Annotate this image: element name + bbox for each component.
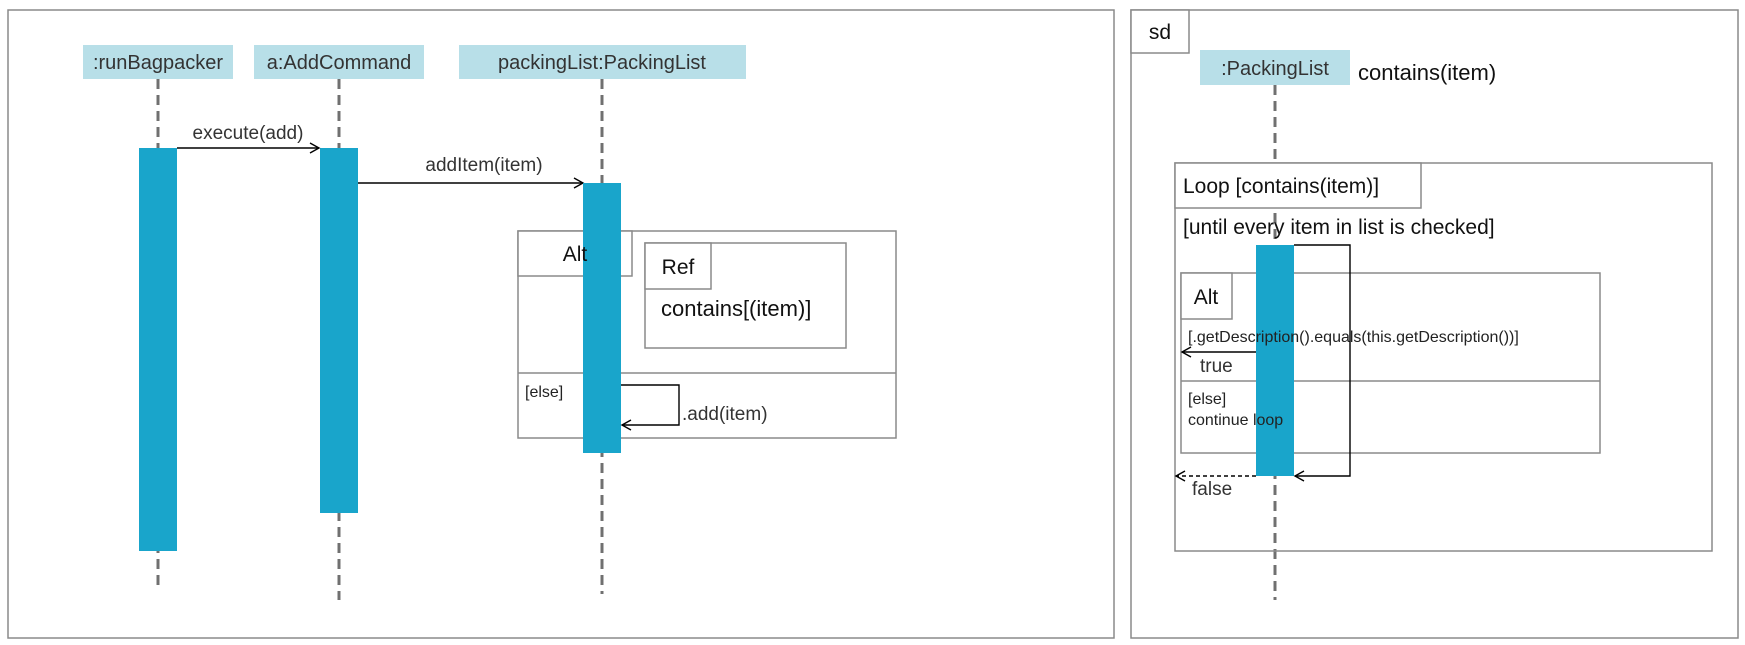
ref-frame-text: contains[(item)] [661,296,811,321]
return-true-label: true [1200,356,1233,377]
right-diagram-frame [1130,9,1739,639]
alt-else-guard: [else] [525,384,563,401]
alt-right-else-guard: [else] [1188,391,1226,408]
right-diagram-title: contains(item) [1358,60,1496,85]
alt-frame-label: Alt [563,243,588,266]
alt-frame-right-tab [1180,272,1233,320]
alt-right-else-text: continue loop [1188,412,1283,429]
lifeline-head-packinglist-right [1200,50,1350,85]
ref-frame-label: Ref [662,256,695,279]
loop-frame [1174,162,1713,552]
lifeline-head-runbagpacker [83,45,233,79]
sd-frame-label: sd [1149,21,1171,44]
alt-frame [517,230,897,439]
message-self-add-arrow [620,384,680,431]
lifeline-label-packinglist-right: :PackingList [1221,58,1329,80]
lifeline-head-packinglist [459,45,746,79]
lifeline-label-packinglist: packingList:PackingList [498,52,706,74]
loop-guard: [until every item in list is checked] [1183,216,1495,239]
alt-frame-right [1180,272,1601,454]
message-execute-label: execute(add) [193,123,304,144]
loop-frame-label: Loop [contains(item)] [1183,175,1379,198]
message-additem-label: addItem(item) [425,155,542,176]
alt-frame-right-label: Alt [1194,286,1219,309]
loop-frame-tab [1174,162,1422,209]
sd-frame-tab [1130,9,1190,54]
activation-addcommand [320,148,358,513]
message-self-add-label: .add(item) [682,404,768,425]
lifeline-head-addcommand [254,45,424,79]
activation-packinglist-right [1256,245,1294,476]
activation-runbagpacker [139,148,177,551]
alt-right-guard: [.getDescription().equals(this.getDescri… [1188,329,1519,346]
activation-packinglist [583,183,621,453]
lifeline-label-runbagpacker: :runBagpacker [93,52,223,74]
lifeline-label-addcommand: a:AddCommand [267,52,412,74]
left-diagram-frame [7,9,1115,639]
loop-self-arrow [1293,244,1351,482]
return-false-label: false [1192,479,1232,500]
ref-frame-tab [644,242,712,290]
